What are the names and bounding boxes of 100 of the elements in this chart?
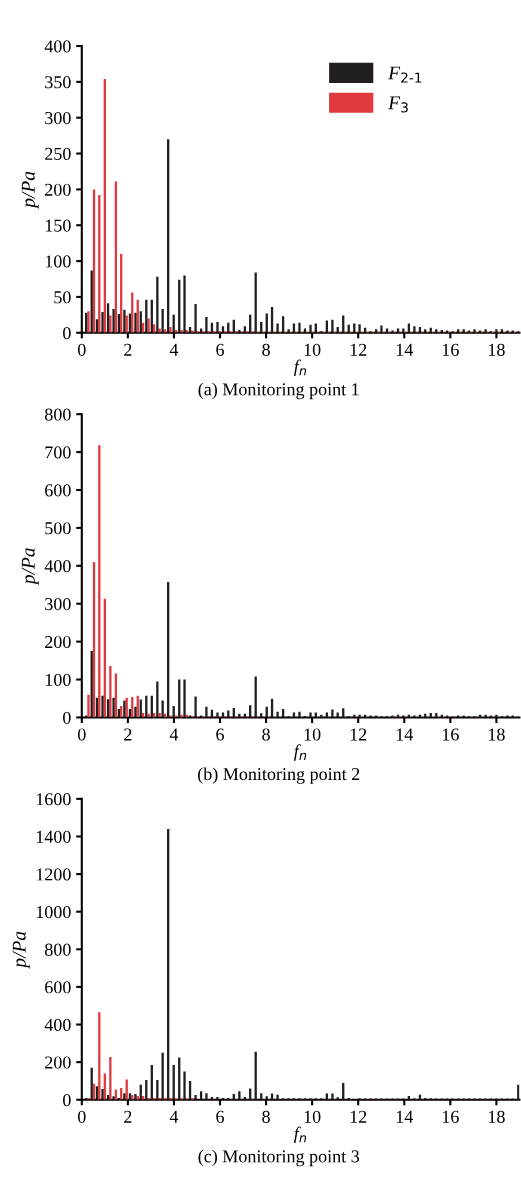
bar: [147, 318, 150, 333]
x-tick-label: 2: [124, 1110, 132, 1123]
legend-label: F$_{2-1}$: [388, 66, 422, 83]
x-tick-label: 4: [169, 343, 179, 356]
y-tick-label: 0: [63, 711, 71, 724]
bar: [161, 309, 164, 333]
y-tick-label: 400: [44, 1018, 71, 1031]
y-tick-label: 250: [45, 147, 71, 160]
bar: [358, 324, 361, 333]
y-tick-label: 400: [44, 560, 71, 573]
x-tick-label: 12: [350, 343, 367, 356]
bar: [158, 328, 161, 333]
x-tick-label: 16: [442, 728, 459, 741]
x-tick-label: 14: [396, 343, 414, 356]
legend-label: F$_{3}$: [388, 96, 408, 113]
bar: [134, 312, 137, 333]
x-axis-title: f$_{n}$: [293, 359, 307, 377]
bar: [87, 694, 90, 718]
x-tick-label: 12: [350, 728, 367, 741]
y-tick-label: 400: [44, 40, 71, 53]
bar: [276, 323, 279, 333]
bar: [309, 712, 312, 718]
x-tick-label: 0: [77, 728, 86, 741]
x-axis-title: f$_{n}$: [293, 1126, 307, 1144]
bar: [101, 311, 104, 333]
x-tick-label: 6: [216, 343, 224, 356]
text: (b) Monitoring point 2: [198, 767, 360, 784]
y-tick-label: 1400: [36, 830, 71, 843]
bar: [183, 275, 186, 333]
bar: [298, 322, 301, 333]
bar: [298, 711, 301, 718]
x-tick-label: 4: [169, 1110, 179, 1123]
y-tick-label: 300: [45, 111, 71, 125]
y-tick-label: 200: [45, 635, 71, 649]
y-tick-label: 100: [45, 255, 71, 268]
bar: [169, 327, 172, 333]
y-tick-label: 800: [44, 943, 71, 956]
x-tick-label: 6: [216, 1110, 224, 1123]
bar: [216, 322, 219, 333]
x-tick-label: 6: [216, 728, 224, 741]
bar: [205, 316, 208, 333]
x-tick-label: 8: [262, 343, 270, 356]
bar: [183, 1071, 186, 1100]
y-tick-label: 300: [45, 597, 71, 611]
bar: [276, 1094, 279, 1100]
x-tick-label: 16: [442, 1110, 459, 1123]
bar: [183, 679, 186, 718]
bar: [309, 324, 312, 333]
bar: [112, 1096, 115, 1100]
x-tick-label: 18: [488, 1110, 505, 1123]
bar: [112, 697, 115, 718]
bar: [101, 1089, 104, 1100]
text: (c) Monitoring point 3: [198, 1149, 360, 1167]
y-tick-label: 600: [45, 981, 71, 994]
y-tick-label: 600: [45, 484, 71, 497]
x-tick-label: 2: [124, 343, 132, 356]
y-tick-label: 1200: [36, 868, 71, 881]
x-axis-title: f$_{n}$: [293, 744, 307, 761]
bar: [180, 714, 183, 718]
bar: [109, 315, 112, 333]
x-tick-label: 18: [488, 728, 505, 741]
text: (a) Monitoring point 1: [198, 382, 359, 400]
y-tick-label: 200: [45, 1056, 71, 1069]
x-tick-label: 16: [442, 343, 459, 356]
y-tick-label: 350: [45, 76, 71, 89]
x-tick-label: 4: [169, 728, 179, 741]
y-tick-label: 1000: [36, 905, 71, 919]
x-tick-label: 0: [77, 1110, 86, 1123]
x-tick-label: 2: [124, 728, 132, 741]
bar: [413, 326, 416, 333]
bar: [109, 1056, 112, 1100]
x-tick-label: 10: [304, 343, 321, 356]
x-tick-label: 14: [396, 1110, 414, 1123]
bar: [205, 706, 208, 718]
y-tick-label: 800: [44, 408, 71, 421]
y-axis-title: p/Pa: [12, 931, 30, 969]
y-tick-label: 0: [63, 1094, 71, 1107]
x-tick-label: 12: [350, 1110, 367, 1123]
bar: [123, 1093, 126, 1100]
bar: [161, 1052, 164, 1100]
y-tick-label: 100: [45, 673, 71, 686]
bar: [161, 700, 164, 718]
x-tick-label: 8: [262, 1110, 270, 1123]
y-tick-label: 200: [45, 183, 71, 196]
bar: [194, 304, 197, 333]
bar: [134, 706, 137, 718]
bar: [331, 1093, 334, 1100]
bar: [101, 695, 104, 718]
y-tick-label: 50: [54, 291, 71, 304]
bar: [158, 712, 161, 718]
x-tick-label: 14: [396, 728, 414, 741]
bar: [331, 319, 334, 333]
y-tick-label: 1600: [36, 793, 71, 806]
bar: [205, 1093, 208, 1100]
y-tick-label: 700: [45, 446, 71, 459]
y-axis-title: p/Pa: [21, 548, 39, 586]
bar: [109, 665, 112, 718]
y-axis-title: p/Pa: [21, 171, 39, 209]
bar: [216, 712, 219, 718]
bar: [123, 309, 126, 333]
